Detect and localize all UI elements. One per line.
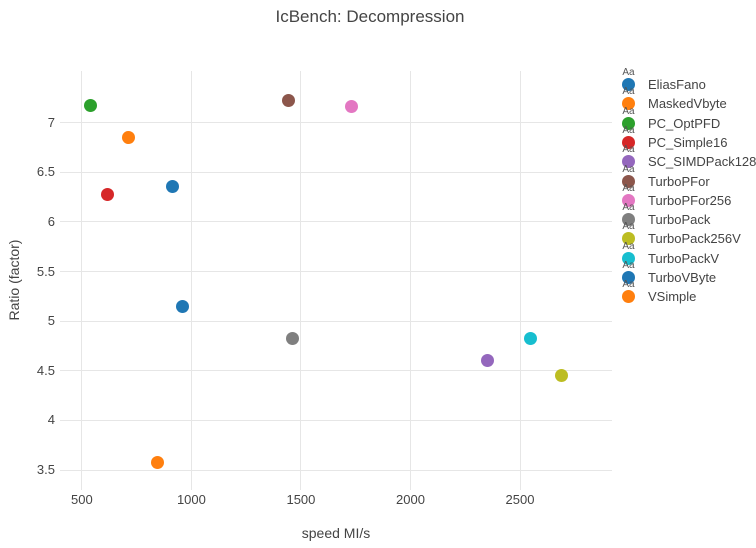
data-point-pc_optpfd — [84, 99, 98, 113]
y-gridline — [60, 320, 612, 322]
legend-sample-text: Aa — [622, 240, 635, 252]
data-point-turbopack — [285, 331, 299, 345]
y-tick-label: 5 — [47, 313, 55, 329]
legend-sample-text: Aa — [622, 163, 635, 175]
legend-item-turbopfor[interactable]: Aa TurboPFor — [620, 163, 756, 189]
legend-label: TurboPFor — [648, 173, 710, 189]
legend-label: TurboPack — [648, 212, 711, 228]
legend-marker-dot — [622, 193, 635, 207]
y-gridline — [60, 419, 612, 421]
y-gridline — [60, 122, 612, 124]
legend-item-turbopack256v[interactable]: Aa TurboPack256V — [620, 220, 756, 246]
x-axis-title: speed MI/s — [301, 525, 371, 541]
legend-marker-dot — [622, 97, 635, 111]
legend-label: SC_SIMDPack128 — [648, 154, 756, 170]
legend-label: MaskedVbyte — [648, 96, 727, 112]
x-gridline — [519, 71, 521, 490]
legend-marker-dot — [622, 290, 635, 304]
data-point-turbopfor256 — [345, 100, 359, 114]
legend-marker-dot — [622, 174, 635, 188]
chart-title: IcBench: Decompression — [275, 7, 465, 26]
data-point-eliasfano — [166, 179, 180, 193]
legend-marker-dot — [622, 251, 635, 265]
legend-sample-text: Aa — [622, 144, 635, 156]
legend-label: EliasFano — [648, 77, 706, 92]
y-tick-label: 4 — [47, 412, 55, 428]
data-point-vsimple — [151, 455, 165, 469]
legend-sample-text: Aa — [622, 124, 635, 136]
legend-label: TurboPack256V — [648, 231, 741, 247]
legend-sample-text: Aa — [622, 260, 635, 271]
legend-label: TurboVByte — [648, 270, 717, 285]
legend-label: TurboPackV — [648, 250, 720, 266]
y-axis-title: Ratio (factor) — [6, 239, 22, 321]
legend-sample-text: Aa — [622, 86, 635, 98]
legend-sample-text: Aa — [622, 202, 635, 214]
y-tick-label: 7 — [47, 114, 55, 130]
y-gridline — [60, 370, 612, 372]
data-point-turbovbyte — [175, 299, 189, 313]
y-tick-label: 3.5 — [36, 462, 55, 478]
legend-item-vsimple[interactable]: Aa VSimple — [620, 278, 756, 304]
legend-item-maskedvbyte[interactable]: Aa MaskedVbyte — [620, 85, 756, 111]
legend-label: VSimple — [648, 289, 697, 305]
x-gridline — [300, 71, 302, 490]
data-point-turbopfor — [281, 94, 295, 108]
legend-item-turbopackv[interactable]: Aa TurboPackV — [620, 240, 756, 266]
x-gridline — [409, 71, 411, 490]
legend-item-pc_simple16[interactable]: Aa PC_Simple16 — [620, 124, 756, 150]
y-gridline — [60, 469, 612, 471]
legend-marker-dot — [622, 271, 635, 284]
legend-marker-dot — [622, 135, 635, 149]
legend-item-turbovbyte[interactable]: Aa TurboVByte — [620, 259, 756, 285]
data-point-sc_simdpack128 — [481, 354, 495, 368]
legend-marker-dot — [622, 116, 635, 130]
data-point-turbopackv — [524, 331, 537, 345]
legend-item-pc_optpfd[interactable]: Aa PC_OptPFD — [620, 105, 756, 131]
legend-sample-text: Aa — [622, 67, 635, 78]
data-point-turbopack256v — [555, 369, 569, 383]
legend-sample-text: Aa — [622, 221, 635, 233]
x-gridline — [190, 71, 192, 490]
legend-sample-text: Aa — [622, 105, 635, 117]
x-tick-label: 1500 — [286, 492, 316, 507]
y-tick-label: 4.5 — [36, 362, 55, 378]
x-tick-label: 2500 — [505, 492, 535, 507]
legend-marker-dot — [622, 213, 635, 227]
plot-area[interactable] — [60, 71, 612, 490]
y-gridline — [60, 171, 612, 173]
y-gridline — [60, 221, 612, 223]
x-gridline — [81, 71, 83, 490]
data-point-pc_simple16 — [100, 187, 114, 201]
legend-sample-text: Aa — [622, 279, 635, 291]
legend-item-eliasfano[interactable]: Aa EliasFano — [620, 66, 756, 92]
x-tick-label: 1000 — [176, 492, 206, 507]
legend-marker-dot — [622, 155, 635, 169]
legend-sample-text: Aa — [622, 182, 635, 194]
legend-item-turbopfor256[interactable]: Aa TurboPFor256 — [620, 182, 756, 208]
legend-marker-dot — [622, 78, 635, 91]
legend-item-sc_simdpack128[interactable]: Aa SC_SIMDPack128 — [620, 143, 756, 169]
y-tick-label: 5.5 — [36, 263, 55, 279]
legend-label: TurboPFor256 — [648, 192, 732, 208]
y-tick-label: 6 — [47, 213, 55, 229]
y-gridline — [60, 271, 612, 273]
x-tick-label: 500 — [71, 492, 93, 507]
legend-label: PC_OptPFD — [648, 115, 721, 131]
legend-marker-dot — [622, 232, 635, 246]
x-tick-label: 2000 — [396, 492, 425, 507]
data-point-maskedvbyte — [122, 131, 136, 145]
legend-label: PC_Simple16 — [648, 134, 728, 150]
legend-item-turbopack[interactable]: Aa TurboPack — [620, 201, 756, 227]
y-tick-label: 6.5 — [36, 164, 55, 180]
